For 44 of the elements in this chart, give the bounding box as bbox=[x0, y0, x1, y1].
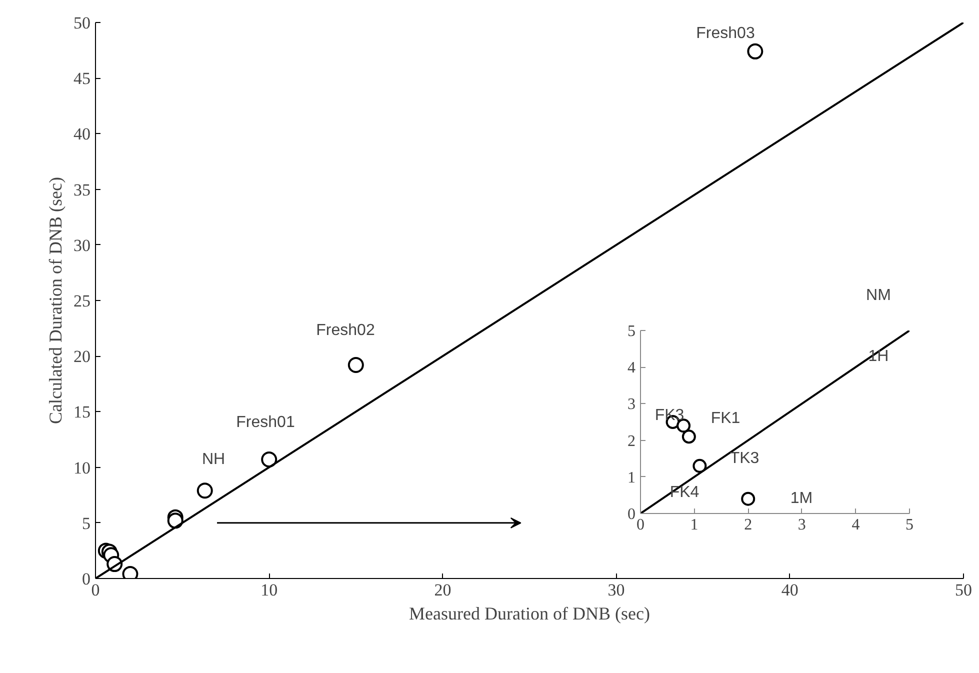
annotation: Fresh02 bbox=[316, 322, 375, 339]
y-tick-label: 50 bbox=[74, 14, 90, 32]
x-tick-label: 1 bbox=[690, 516, 698, 534]
x-tick-label: 2 bbox=[744, 516, 752, 534]
point bbox=[741, 492, 756, 506]
y-tick-label: 20 bbox=[74, 347, 90, 366]
x-tick-label: 4 bbox=[852, 516, 860, 534]
y-tick-label: 3 bbox=[628, 396, 636, 414]
point bbox=[747, 43, 764, 60]
annotation: FK4 bbox=[670, 484, 700, 501]
y-tick-label: 5 bbox=[628, 323, 636, 340]
x-axis-title: Measured Duration of DNB (sec) bbox=[409, 604, 650, 624]
x-tick-label: 5 bbox=[906, 516, 914, 534]
x-tick-label: 20 bbox=[434, 580, 452, 600]
point bbox=[682, 430, 696, 444]
annotation: Fresh03 bbox=[696, 25, 755, 42]
annotation: NM bbox=[866, 287, 891, 304]
y-tick-label: 45 bbox=[74, 69, 90, 88]
point bbox=[692, 458, 707, 473]
point bbox=[348, 357, 364, 373]
annotation: FK1 bbox=[710, 410, 740, 427]
y-tick-label: 0 bbox=[628, 506, 636, 523]
annotation: TK3 bbox=[730, 450, 760, 467]
y-tick-label: 25 bbox=[74, 292, 90, 310]
y-tick-label: 35 bbox=[74, 180, 90, 200]
y-tick-label: 40 bbox=[74, 124, 90, 144]
y-tick-label: 15 bbox=[74, 402, 90, 422]
point bbox=[261, 452, 278, 468]
annotation: Fresh01 bbox=[236, 414, 295, 431]
annotation: NH bbox=[202, 451, 226, 468]
y-tick-label: 4 bbox=[628, 360, 636, 377]
y-tick-label: 10 bbox=[74, 458, 90, 478]
x-tick-label: 10 bbox=[260, 580, 278, 600]
annotation: 1H bbox=[868, 348, 889, 365]
point bbox=[676, 418, 691, 433]
y-tick-label: 30 bbox=[74, 236, 90, 255]
y-tick-label: 1 bbox=[628, 469, 636, 486]
x-tick-label: 3 bbox=[798, 516, 806, 534]
x-tick-label: 40 bbox=[781, 580, 798, 600]
point bbox=[196, 482, 213, 499]
y-axis-title: Calculated Duration of DNB (sec) bbox=[46, 177, 66, 424]
x-tick-label: 50 bbox=[955, 580, 972, 600]
annotation: 1M bbox=[790, 490, 813, 507]
y-tick-label: 2 bbox=[628, 432, 636, 450]
